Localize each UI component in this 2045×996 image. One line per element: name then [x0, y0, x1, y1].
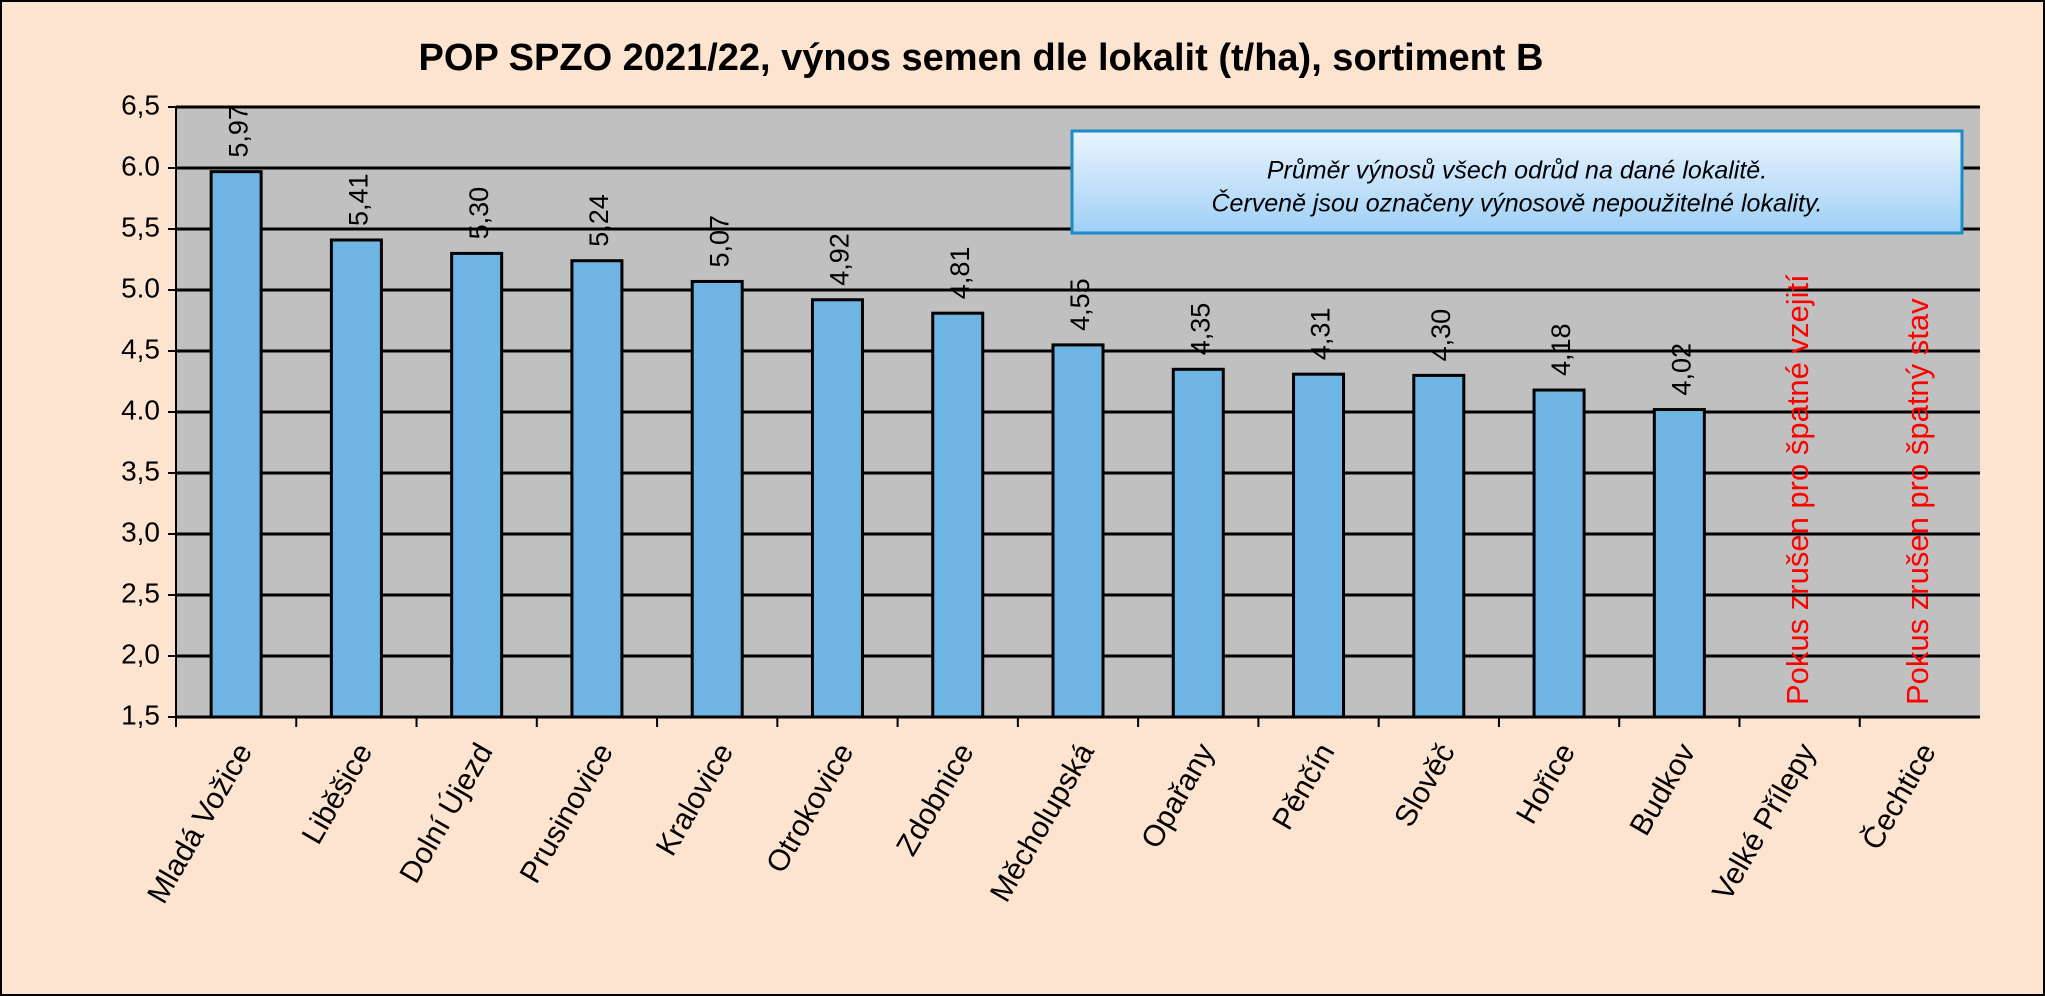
value-label: 5,07 — [704, 215, 734, 268]
value-label: 4,92 — [825, 233, 855, 286]
note-line: Průměr výnosů všech odrůd na dané lokali… — [1267, 157, 1767, 185]
bar-note: Pokus zrušen pro špatný stav — [1900, 298, 1935, 705]
bar — [1412, 373, 1466, 719]
y-tick-label: 4.0 — [121, 394, 160, 425]
y-tick-label: 2,5 — [121, 577, 160, 608]
y-tick-label: 2,0 — [121, 638, 160, 669]
bar — [690, 279, 744, 719]
y-tick-label: 5,5 — [121, 211, 160, 242]
bar — [329, 238, 383, 719]
y-tick-label: 3,5 — [121, 455, 160, 486]
value-label: 4,55 — [1065, 278, 1095, 331]
bar — [1652, 408, 1706, 719]
note-box — [1070, 129, 1964, 235]
bar — [1292, 372, 1346, 719]
value-label: 5,97 — [223, 105, 253, 158]
note-line: Červeně jsou označeny výnosově nepoužite… — [1211, 189, 1822, 218]
value-label: 5,24 — [584, 194, 614, 247]
value-label: 5,41 — [344, 173, 374, 226]
bar — [1171, 367, 1225, 719]
value-label: 4,35 — [1185, 303, 1215, 356]
value-label: 5,30 — [464, 187, 494, 240]
bar — [1532, 388, 1586, 719]
y-tick-label: 4,5 — [121, 333, 160, 364]
y-tick-label: 3,0 — [121, 516, 160, 547]
bar — [450, 251, 504, 719]
chart-title: POP SPZO 2021/22, výnos semen dle lokali… — [419, 37, 1544, 79]
value-label: 4,30 — [1426, 309, 1456, 362]
value-label: 4,02 — [1666, 343, 1696, 396]
value-label: 4,18 — [1546, 323, 1576, 376]
y-tick-label: 5.0 — [121, 272, 160, 303]
bar — [931, 311, 985, 719]
value-label: 4,31 — [1306, 308, 1336, 361]
value-label: 4,81 — [945, 247, 975, 300]
bar — [1051, 343, 1105, 719]
bar — [810, 298, 864, 719]
y-tick-label: 6.0 — [121, 150, 160, 181]
bar — [570, 259, 624, 719]
bar — [209, 170, 263, 719]
y-tick-label: 6,5 — [121, 89, 160, 120]
bar-note: Pokus zrušen pro špatné vzejití — [1780, 274, 1815, 705]
y-tick-label: 1,5 — [121, 699, 160, 730]
